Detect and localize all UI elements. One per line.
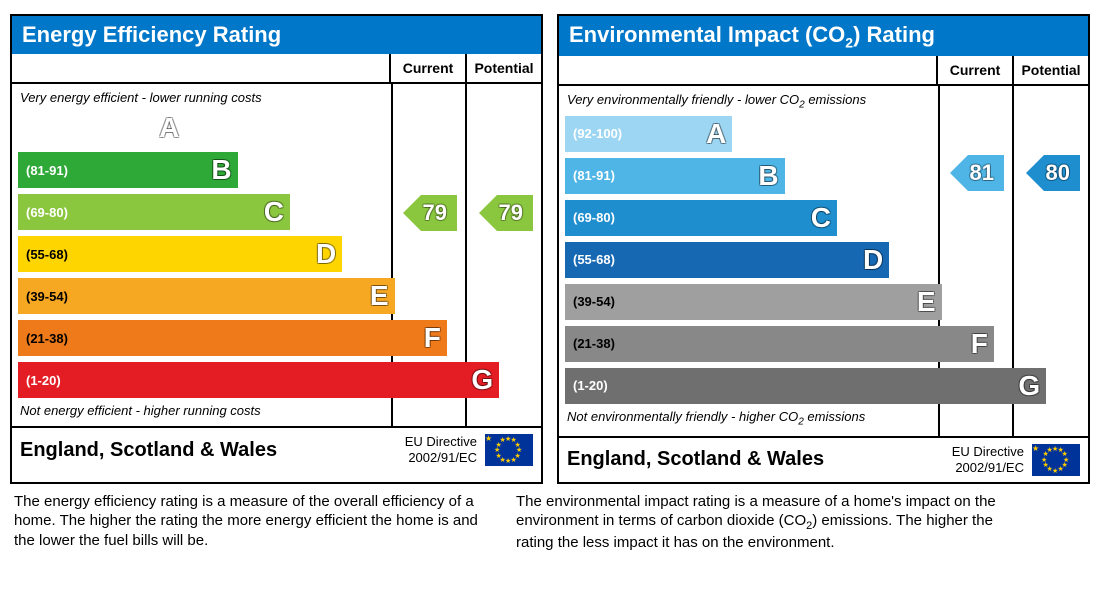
pointer-current-energy: .ptr[data-name='pointer-current-energy']…	[421, 195, 457, 231]
description-energy: The energy efficiency rating is a measur…	[10, 484, 498, 553]
rating-band-g: (1-20) G	[559, 365, 1088, 407]
chart-energy: Energy Efficiency Rating Current Potenti…	[10, 14, 543, 484]
band-range: (55-68)	[565, 252, 615, 267]
col-current: Current	[936, 56, 1012, 84]
band-range: (81-91)	[565, 168, 615, 183]
rating-band-g: (1-20) G	[12, 359, 541, 401]
band-range: (81-91)	[18, 163, 68, 178]
band-range: (39-54)	[18, 289, 68, 304]
band-letter: A	[706, 118, 726, 150]
band-range: (69-80)	[18, 205, 68, 220]
band-range: (55-68)	[18, 247, 68, 262]
rating-band-e: (39-54) E	[559, 281, 1088, 323]
col-potential: Potential	[1012, 56, 1088, 84]
eu-flag: ★★★★★★★★★★★★	[1032, 444, 1080, 476]
caption-top: Very energy efficient - lower running co…	[12, 88, 541, 107]
description-environmental: The environmental impact rating is a mea…	[512, 484, 1000, 553]
band-letter: G	[471, 364, 493, 396]
rating-band-d: (55-68) D	[559, 239, 1088, 281]
band-range: (1-20)	[565, 378, 608, 393]
band-range: (21-38)	[18, 331, 68, 346]
directive-label: EU Directive2002/91/EC	[405, 434, 477, 465]
band-range: (92-100)	[565, 126, 622, 141]
band-range: (21-38)	[565, 336, 615, 351]
band-letter: D	[863, 244, 883, 276]
caption-top: Very environmentally friendly - lower CO…	[559, 90, 1088, 113]
region-label: England, Scotland & Wales	[567, 448, 952, 471]
band-range: (69-80)	[565, 210, 615, 225]
band-letter: B	[758, 160, 778, 192]
band-letter: E	[370, 280, 389, 312]
rating-band-c: (69-80) C	[12, 191, 541, 233]
band-letter: E	[917, 286, 936, 318]
band-letter: F	[424, 322, 441, 354]
col-potential: Potential	[465, 54, 541, 82]
pointer-potential-energy: .ptr[data-name='pointer-potential-energy…	[497, 195, 533, 231]
column-header: Current Potential	[559, 56, 1088, 86]
column-header: Current Potential	[12, 54, 541, 84]
chart-title: Energy Efficiency Rating	[12, 16, 541, 54]
rating-band-c: (69-80) C	[559, 197, 1088, 239]
chart-environmental: Environmental Impact (CO2) Rating Curren…	[557, 14, 1090, 484]
caption-bottom: Not energy efficient - higher running co…	[12, 401, 541, 420]
rating-band-f: (21-38) F	[559, 323, 1088, 365]
eu-flag: ★★★★★★★★★★★★	[485, 434, 533, 466]
rating-band-e: (39-54) E	[12, 275, 541, 317]
rating-band-b: (81-91) B	[12, 149, 541, 191]
region-label: England, Scotland & Wales	[20, 439, 405, 462]
col-current: Current	[389, 54, 465, 82]
rating-band-f: (21-38) F	[12, 317, 541, 359]
band-range: (39-54)	[565, 294, 615, 309]
chart-title: Environmental Impact (CO2) Rating	[559, 16, 1088, 56]
band-letter: B	[211, 154, 231, 186]
band-letter: C	[811, 202, 831, 234]
pointer-current-environmental: .ptr[data-name='pointer-current-environm…	[968, 155, 1004, 191]
directive-label: EU Directive2002/91/EC	[952, 444, 1024, 475]
rating-band-b: (81-91) B	[559, 155, 1088, 197]
pointer-potential-environmental: .ptr[data-name='pointer-potential-enviro…	[1044, 155, 1080, 191]
rating-band-a: (92-100) A	[12, 107, 541, 149]
band-letter: D	[316, 238, 336, 270]
band-letter: C	[264, 196, 284, 228]
band-letter: A	[159, 112, 179, 144]
rating-band-a: (92-100) A	[559, 113, 1088, 155]
band-letter: F	[971, 328, 988, 360]
rating-band-d: (55-68) D	[12, 233, 541, 275]
caption-bottom: Not environmentally friendly - higher CO…	[559, 407, 1088, 430]
band-letter: G	[1018, 370, 1040, 402]
band-range: (92-100)	[18, 121, 75, 136]
band-range: (1-20)	[18, 373, 61, 388]
